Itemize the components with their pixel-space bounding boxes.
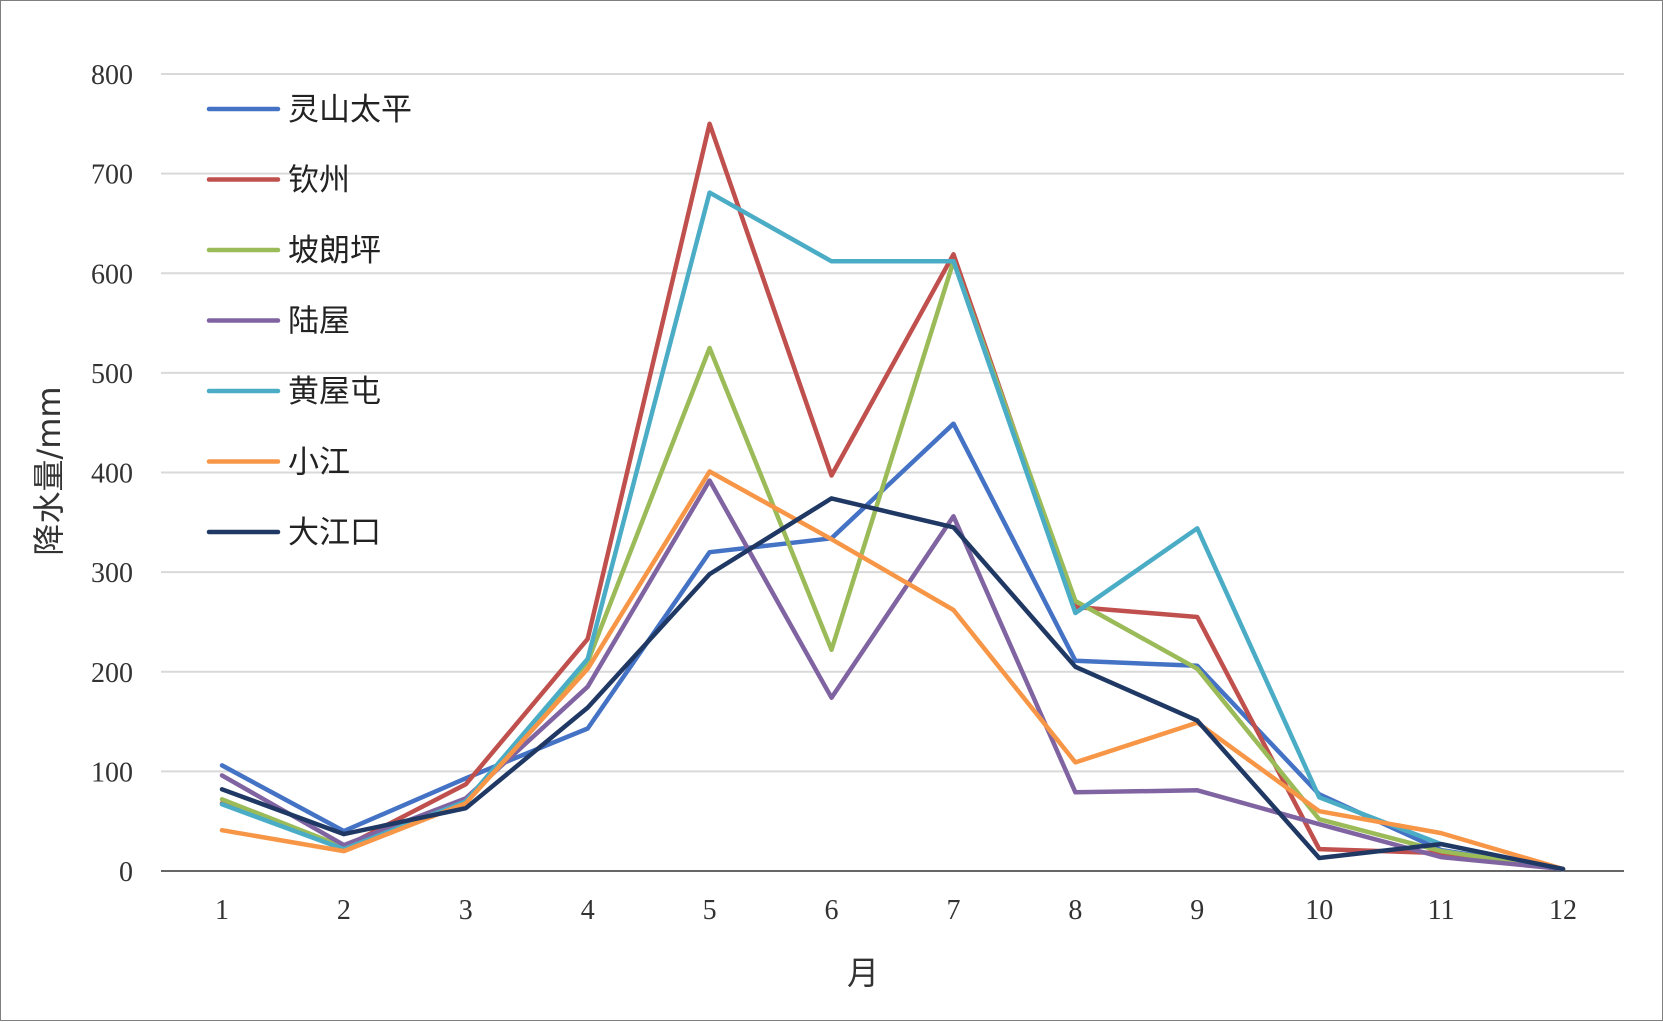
series-line: [219, 121, 1566, 872]
legend-label: 陆屋: [288, 304, 350, 340]
y-tick-label: 600: [91, 259, 133, 290]
y-tick-label: 300: [91, 558, 133, 589]
series-line: [219, 421, 1566, 872]
x-tick-label: 3: [459, 895, 473, 926]
y-tick-label: 800: [91, 60, 133, 91]
y-tick-label: 200: [91, 658, 133, 689]
x-tick-label: 9: [1190, 895, 1204, 926]
x-tick-label: 7: [946, 895, 960, 926]
series-line: [219, 190, 1566, 872]
legend-label: 灵山太平: [288, 92, 412, 128]
legend-label: 小江: [288, 445, 350, 481]
x-tick-label: 2: [337, 895, 351, 926]
x-axis-title: 月: [847, 954, 879, 992]
x-tick-label: 4: [581, 895, 595, 926]
series-line: [219, 259, 1566, 872]
y-tick-label: 500: [91, 359, 133, 390]
series-line: [219, 469, 1566, 872]
x-tick-label: 11: [1428, 895, 1455, 926]
y-tick-label: 700: [91, 160, 133, 191]
series-line: [219, 496, 1566, 872]
x-tick-label: 6: [825, 895, 839, 926]
series-lines: [219, 121, 1566, 872]
x-tick-labels: 1 2 3 4 5 6 7 8 9 10 11 12: [215, 895, 1577, 926]
x-tick-label: 8: [1068, 895, 1082, 926]
y-tick-label: 400: [91, 459, 133, 490]
y-tick-label: 0: [119, 857, 133, 888]
x-tick-label: 1: [215, 895, 229, 926]
series-line: [219, 478, 1566, 872]
legend-label: 黄屋屯: [288, 374, 381, 410]
y-tick-label: 100: [91, 757, 133, 788]
gridlines: [161, 73, 1624, 773]
y-tick-labels: 0 100 200 300 400 500 600 700 800: [91, 60, 133, 888]
legend-label: 大江口: [288, 515, 381, 551]
x-tick-label: 10: [1305, 895, 1333, 926]
x-tick-label: 5: [703, 895, 717, 926]
legend-label: 钦州: [288, 163, 350, 199]
x-tick-label: 12: [1549, 895, 1577, 926]
y-axis-title: 降水量/mm: [30, 386, 68, 555]
legend-label: 坡朗坪: [288, 233, 381, 269]
